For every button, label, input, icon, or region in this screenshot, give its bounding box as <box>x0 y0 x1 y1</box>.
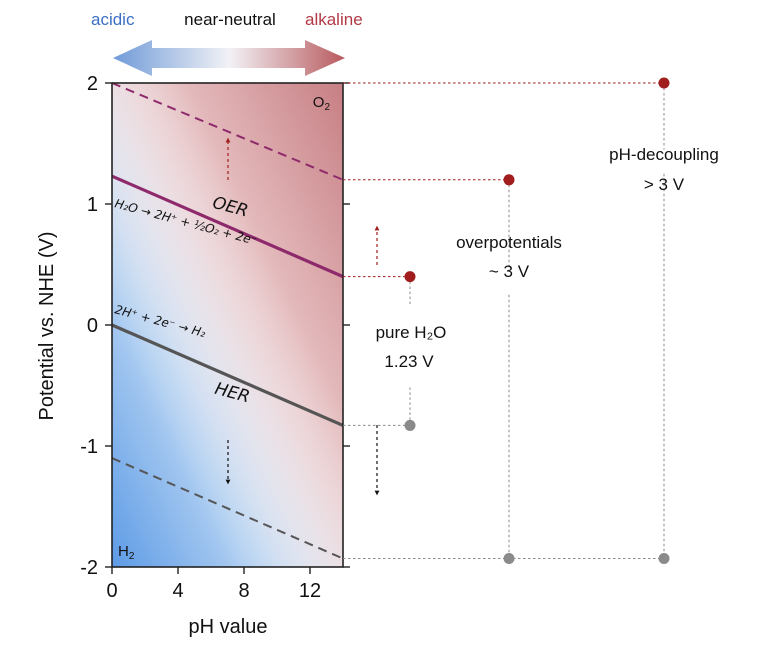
annot-dot-top <box>503 174 515 186</box>
o2-region-label: O2 <box>313 94 331 113</box>
y-tick-label: -1 <box>80 436 98 458</box>
h2-region-label-sub: 2 <box>129 551 135 562</box>
o2-region-label-sub: 2 <box>324 102 330 113</box>
x-tick-label: 4 <box>172 580 183 602</box>
header-neutral-label: near-neutral <box>184 10 276 29</box>
y-tick-label: 0 <box>87 315 98 337</box>
series-layer <box>111 82 344 560</box>
x-tick-label: 12 <box>299 580 321 602</box>
annot-dot-top <box>658 77 670 89</box>
x-axis-label: pH value <box>189 616 268 638</box>
annotation-layer <box>343 77 670 565</box>
annot-dot-bottom <box>404 419 416 431</box>
y-tick-label: 1 <box>87 194 98 216</box>
y-axis-label: Potential vs. NHE (V) <box>36 232 58 421</box>
pure-water-value: 1.23 V <box>384 352 434 371</box>
plot-background <box>112 83 343 567</box>
annot-dot-top <box>404 271 416 283</box>
ph-decoupling-value: > 3 V <box>644 175 685 194</box>
y-tick-label: -2 <box>80 557 98 579</box>
ph-header-arrow: acidic near-neutral alkaline <box>91 10 363 76</box>
h2-region-label-main: H <box>118 543 129 560</box>
x-tick-label: 0 <box>106 580 117 602</box>
overpotentials-label: overpotentials <box>456 233 562 252</box>
x-tick-label: 8 <box>238 580 249 602</box>
series-line-her-overpotential <box>111 457 344 560</box>
overpotentials-value: ~ 3 V <box>489 262 530 281</box>
plot-bg-alkaline <box>112 83 343 567</box>
h2-region-label: H2 <box>118 543 135 562</box>
annot-dot-bottom <box>658 553 670 565</box>
ph-decoupling-label: pH-decoupling <box>609 145 719 164</box>
series-line-her <box>111 323 344 427</box>
y-tick-label: 2 <box>87 73 98 95</box>
pure-water-line1: pure H₂O <box>376 323 447 342</box>
header-arrow-shape <box>113 40 345 76</box>
header-alkaline-label: alkaline <box>305 10 363 29</box>
series-line-oer <box>111 174 344 279</box>
series-line-oer-overpotential <box>111 82 344 181</box>
o2-region-label-main: O <box>313 94 325 111</box>
pure-water-label: pure H₂O <box>376 323 447 342</box>
header-acidic-label: acidic <box>91 10 135 29</box>
